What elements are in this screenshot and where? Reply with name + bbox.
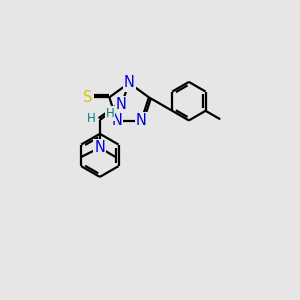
Text: N: N <box>116 97 127 112</box>
Text: N: N <box>94 140 105 155</box>
Text: N: N <box>124 76 134 91</box>
Text: H: H <box>87 112 96 125</box>
Text: N: N <box>136 113 147 128</box>
Text: N: N <box>112 113 122 128</box>
Text: S: S <box>83 90 92 105</box>
Text: H: H <box>106 107 114 120</box>
